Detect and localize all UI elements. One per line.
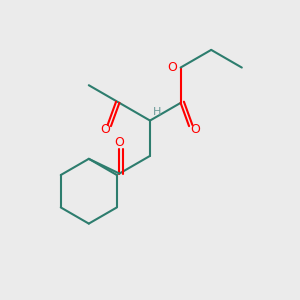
Text: O: O — [190, 123, 200, 136]
Text: O: O — [115, 136, 124, 149]
Text: H: H — [153, 107, 161, 117]
Text: O: O — [100, 123, 110, 136]
Text: O: O — [167, 61, 177, 74]
